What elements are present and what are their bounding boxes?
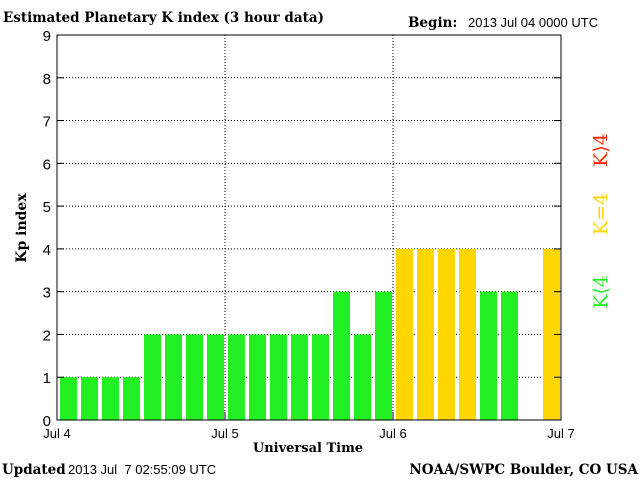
kp-bar	[249, 334, 266, 420]
kp-bar	[270, 334, 287, 420]
kp-bar	[291, 334, 308, 420]
kp-bar	[438, 248, 455, 420]
kp-bar	[207, 334, 224, 420]
x-tick-label: Jul 6	[379, 426, 406, 441]
legend-mid: K=4	[590, 193, 612, 235]
y-axis-label: Kp index	[14, 193, 30, 263]
x-axis-label: Universal Time	[253, 441, 363, 456]
kp-bar	[354, 334, 371, 420]
y-tick-label: 2	[43, 327, 51, 344]
kp-bar	[480, 291, 497, 420]
kp-bar	[186, 334, 203, 420]
x-tick-label: Jul 5	[211, 426, 238, 441]
kp-bar	[60, 377, 77, 420]
kp-bar	[501, 291, 518, 420]
x-axis-ticks: Jul 4 Jul 5 Jul 6 Jul 7	[43, 412, 575, 441]
kp-bar	[312, 334, 329, 420]
x-tick-label: Jul 4	[43, 426, 70, 441]
y-tick-label: 9	[43, 28, 51, 45]
updated-value: 2013 Jul 7 02:55:09 UTC	[68, 462, 216, 477]
begin-label: Begin:	[408, 15, 457, 31]
kp-bar	[123, 377, 140, 420]
y-tick-label: 0	[43, 413, 51, 430]
legend-high: K⟩4	[590, 133, 612, 167]
y-tick-label: 1	[43, 370, 51, 387]
y-tick-label: 5	[43, 199, 51, 216]
chart-title: Estimated Planetary K index (3 hour data…	[3, 10, 324, 26]
kp-bar	[417, 248, 434, 420]
kp-bar	[333, 291, 350, 420]
bar-series	[60, 248, 560, 420]
kp-bar	[396, 248, 413, 420]
plot-frame	[56, 34, 562, 421]
y-tick-label: 6	[43, 156, 51, 173]
kp-bar	[144, 334, 161, 420]
updated-label: Updated	[2, 462, 66, 478]
begin-value: 2013 Jul 04 0000 UTC	[468, 15, 598, 30]
legend-low: K⟨4	[590, 275, 612, 309]
kp-bar	[375, 291, 392, 420]
kp-bar	[459, 248, 476, 420]
kp-bar	[165, 334, 182, 420]
x-tick-label: Jul 7	[547, 426, 574, 441]
plot-area	[57, 35, 561, 420]
y-tick-label: 3	[43, 285, 51, 302]
y-tick-label: 4	[43, 242, 51, 259]
kp-bar	[102, 377, 119, 420]
y-tick-label: 7	[43, 114, 51, 131]
grid-lines	[57, 35, 561, 420]
credit: NOAA/SWPC Boulder, CO USA	[409, 462, 638, 478]
y-axis-ticks: 0 1 2 3 4 5 6 7 8 9	[43, 28, 561, 430]
y-tick-label: 8	[43, 71, 51, 88]
kp-bar	[81, 377, 98, 420]
kp-bar	[228, 334, 245, 420]
